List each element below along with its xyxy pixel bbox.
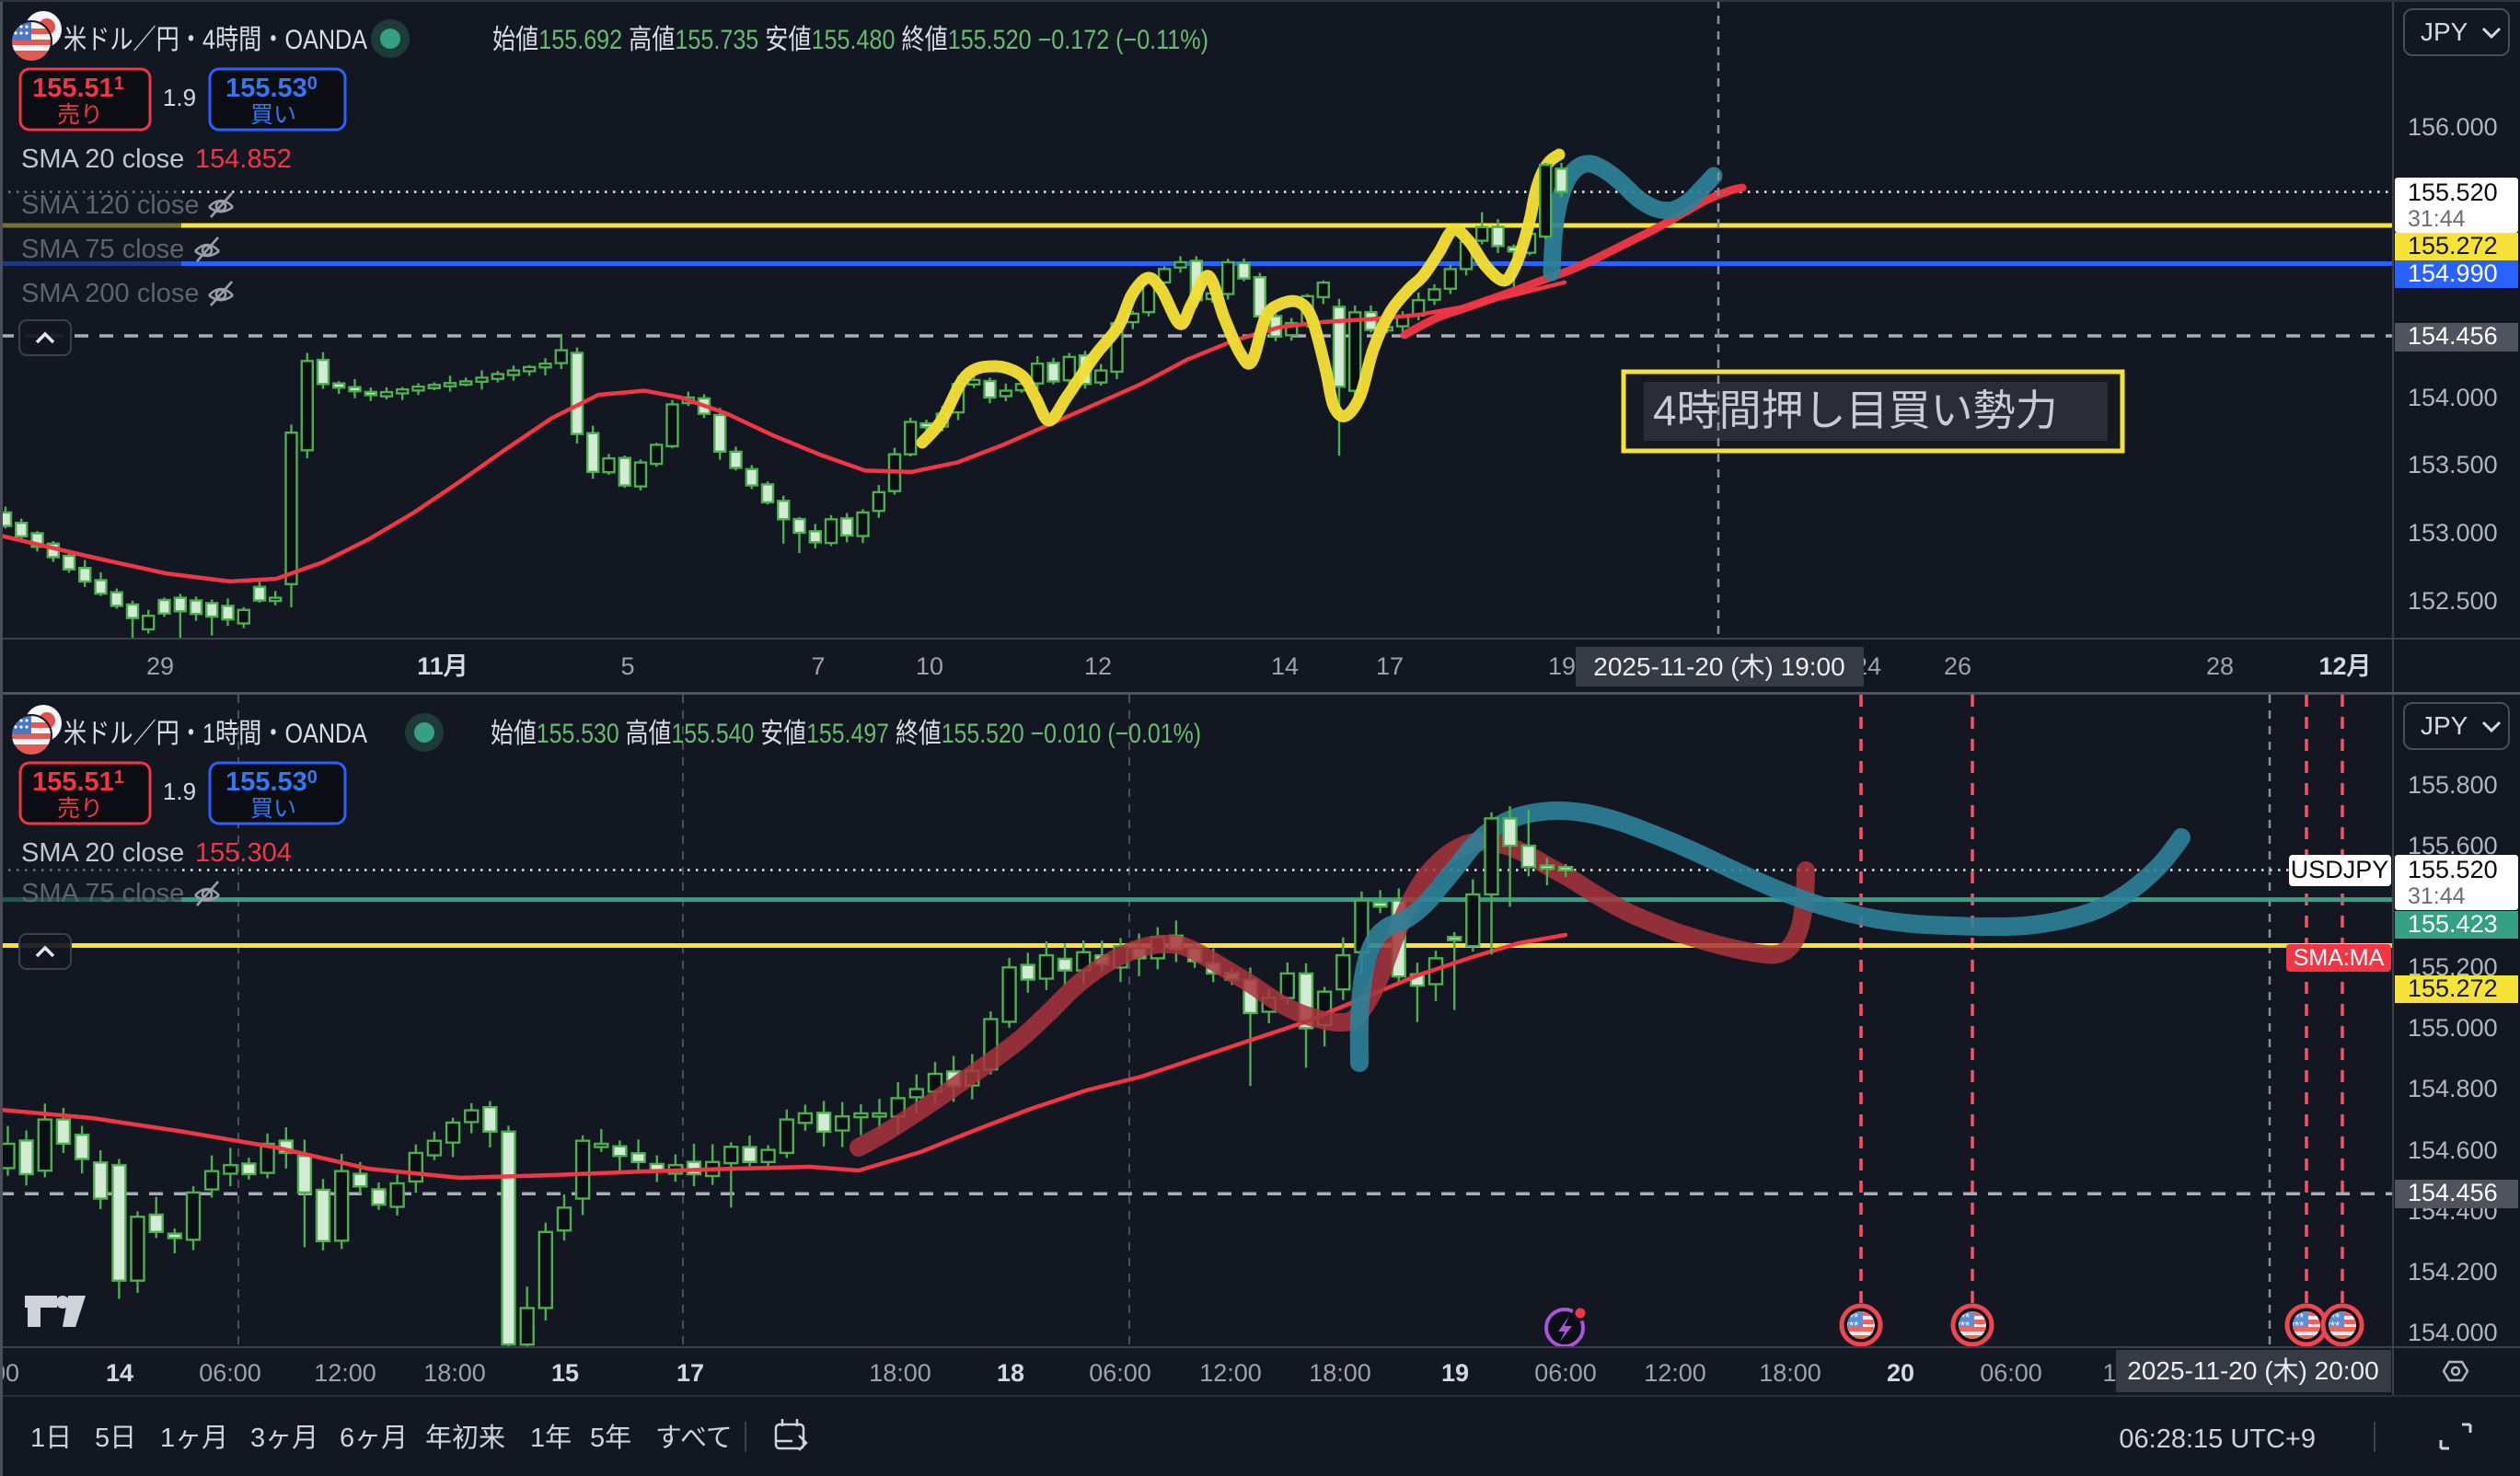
svg-text:14: 14: [106, 1359, 133, 1387]
svg-text:米ドル／円・1時間・OANDA: 米ドル／円・1時間・OANDA: [64, 719, 367, 749]
svg-text:17: 17: [676, 1359, 704, 1387]
svg-text:18: 18: [997, 1359, 1024, 1387]
svg-text:28: 28: [2206, 652, 2234, 680]
svg-text:6ヶ月: 6ヶ月: [340, 1424, 408, 1453]
svg-text:18:00: 18:00: [1309, 1359, 1371, 1387]
svg-text:06:00: 06:00: [1980, 1359, 2042, 1387]
svg-text:***: ***: [1844, 1319, 1858, 1332]
svg-text:153.000: 153.000: [2408, 519, 2498, 547]
svg-text:14: 14: [1271, 652, 1299, 680]
svg-text:06:00: 06:00: [1534, 1359, 1597, 1387]
svg-text:***: ***: [2326, 1319, 2340, 1332]
svg-text:年初来: 年初来: [425, 1423, 505, 1453]
svg-text:155.520: 155.520: [2408, 179, 2498, 206]
svg-text:06:00: 06:00: [199, 1359, 261, 1387]
svg-text:1.9: 1.9: [163, 778, 196, 805]
svg-text:すべて: すべて: [655, 1424, 733, 1453]
svg-text:154.000: 154.000: [2408, 384, 2498, 411]
svg-text:1.9: 1.9: [163, 84, 196, 111]
svg-text:JPY: JPY: [2421, 711, 2468, 740]
svg-text:売り: 売り: [57, 796, 103, 822]
svg-text:2025-11-20 (木) 20:00: 2025-11-20 (木) 20:00: [2127, 1356, 2378, 1385]
svg-text:1: 1: [2102, 1359, 2116, 1387]
svg-text:1年: 1年: [530, 1423, 572, 1453]
svg-text:SMA 75 close: SMA 75 close: [21, 235, 184, 264]
svg-text:売り: 売り: [57, 102, 103, 128]
svg-text:154.456: 154.456: [2408, 1179, 2498, 1206]
svg-text:7: 7: [811, 652, 825, 680]
svg-text:1ヶ月: 1ヶ月: [160, 1424, 228, 1453]
svg-text:154.852: 154.852: [195, 144, 292, 174]
svg-text:155.272: 155.272: [2408, 974, 2498, 1002]
svg-text:20: 20: [1887, 1359, 1914, 1387]
svg-text:152.500: 152.500: [2408, 587, 2498, 615]
svg-text:JPY: JPY: [2421, 17, 2468, 46]
svg-text:31:44: 31:44: [2408, 883, 2466, 909]
svg-text:154.200: 154.200: [2408, 1258, 2498, 1286]
svg-text:155.530: 155.530: [225, 74, 318, 103]
svg-text:3ヶ月: 3ヶ月: [250, 1424, 318, 1453]
svg-text:***: ***: [1956, 1319, 1970, 1332]
svg-text:始値155.530 高値155.540 安値155.497: 始値155.530 高値155.540 安値155.497 終値155.520 …: [491, 719, 1201, 749]
svg-text:154.600: 154.600: [2408, 1136, 2498, 1164]
svg-text:12:00: 12:00: [1644, 1359, 1706, 1387]
svg-text:買い: 買い: [250, 102, 296, 128]
svg-text:154.800: 154.800: [2408, 1075, 2498, 1102]
svg-text:155.520: 155.520: [2408, 856, 2498, 883]
svg-text:155.272: 155.272: [2408, 232, 2498, 259]
svg-text:1日: 1日: [30, 1424, 72, 1453]
svg-text:155.304: 155.304: [195, 838, 292, 868]
svg-text:18:00: 18:00: [869, 1359, 931, 1387]
svg-text:31:44: 31:44: [2408, 206, 2466, 232]
svg-text:155.000: 155.000: [2408, 1014, 2498, 1042]
svg-text:11月: 11月: [417, 652, 468, 680]
svg-text:12:00: 12:00: [1199, 1359, 1262, 1387]
svg-text:5日: 5日: [95, 1424, 136, 1453]
svg-text:SMA 20 close: SMA 20 close: [21, 838, 184, 868]
svg-text:156.000: 156.000: [2408, 113, 2498, 141]
svg-text:SMA 200 close: SMA 200 close: [21, 279, 199, 308]
svg-text:USDJPY: USDJPY: [2291, 856, 2389, 883]
svg-text:5: 5: [620, 652, 634, 680]
svg-text:19: 19: [1441, 1359, 1469, 1387]
svg-text:155.423: 155.423: [2408, 910, 2498, 938]
svg-text:12月: 12月: [2318, 652, 2371, 680]
svg-text:154.456: 154.456: [2408, 322, 2498, 350]
svg-text:155.511: 155.511: [32, 74, 124, 103]
svg-text:26: 26: [1944, 652, 1971, 680]
svg-text:15: 15: [551, 1359, 579, 1387]
svg-text:18:00: 18:00: [423, 1359, 486, 1387]
svg-text:4時間押し目買い勢力: 4時間押し目買い勢力: [1653, 386, 2058, 434]
svg-text:29: 29: [146, 652, 174, 680]
svg-text:12: 12: [1084, 652, 1112, 680]
svg-text:10: 10: [916, 652, 943, 680]
svg-text:始値155.692 高値155.735 安値155.480: 始値155.692 高値155.735 安値155.480 終値155.520 …: [492, 25, 1208, 55]
svg-text:買い: 買い: [250, 796, 296, 822]
svg-text:SMA 120 close: SMA 120 close: [21, 190, 199, 220]
svg-text:06:00: 06:00: [1089, 1359, 1151, 1387]
svg-text:***: ***: [2290, 1319, 2304, 1332]
svg-text:155.530: 155.530: [225, 767, 318, 797]
svg-text:5年: 5年: [590, 1423, 631, 1453]
svg-text:2025-11-20 (木) 19:00: 2025-11-20 (木) 19:00: [1593, 652, 1844, 681]
svg-text:00: 00: [0, 1359, 19, 1387]
svg-text:12:00: 12:00: [314, 1359, 376, 1387]
svg-text:18:00: 18:00: [1759, 1359, 1821, 1387]
svg-text:SMA 20 close: SMA 20 close: [21, 144, 184, 174]
svg-text:154.990: 154.990: [2408, 259, 2498, 287]
svg-text:153.500: 153.500: [2408, 451, 2498, 479]
svg-text:17: 17: [1376, 652, 1404, 680]
svg-text:155.511: 155.511: [32, 767, 124, 797]
svg-text:米ドル／円・4時間・OANDA: 米ドル／円・4時間・OANDA: [64, 25, 367, 55]
svg-text:19: 19: [1548, 652, 1576, 680]
svg-text:SMA:MA: SMA:MA: [2294, 945, 2385, 971]
svg-text:SMA 75 close: SMA 75 close: [21, 879, 184, 908]
svg-text:155.800: 155.800: [2408, 771, 2498, 799]
svg-text:06:28:15 UTC+9: 06:28:15 UTC+9: [2119, 1424, 2316, 1454]
svg-text:154.000: 154.000: [2408, 1319, 2498, 1346]
